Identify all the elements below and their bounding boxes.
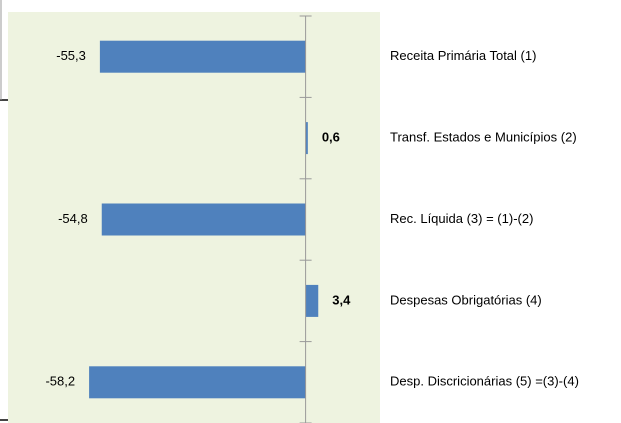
data-label: -58,2 — [45, 374, 75, 389]
bar — [89, 366, 306, 399]
bar — [305, 122, 308, 155]
category-label: Receita Primária Total (1) — [390, 48, 536, 63]
bar — [99, 40, 306, 73]
category-label: Rec. Líquida (3) = (1)-(2) — [390, 211, 533, 226]
bar — [101, 203, 306, 236]
category-label: Transf. Estados e Municípios (2) — [390, 130, 577, 145]
data-label: -55,3 — [56, 48, 86, 63]
data-label: 3,4 — [332, 292, 351, 307]
category-label: Despesas Obrigatórias (4) — [390, 292, 542, 307]
bar — [305, 284, 319, 317]
data-label: -54,8 — [58, 211, 88, 226]
category-label: Desp. Discricionárias (5) =(3)-(4) — [390, 374, 579, 389]
data-label: 0,6 — [322, 130, 340, 145]
